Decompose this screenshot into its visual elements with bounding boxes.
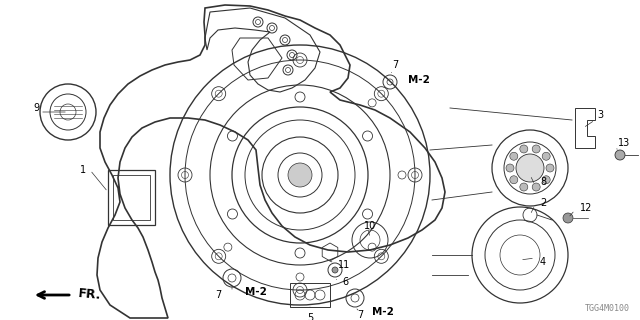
Circle shape (520, 183, 528, 191)
Text: 13: 13 (618, 138, 630, 148)
Text: 9: 9 (34, 103, 40, 113)
Text: 3: 3 (597, 110, 603, 120)
Circle shape (510, 152, 518, 160)
Text: 7: 7 (357, 310, 363, 320)
Circle shape (516, 154, 544, 182)
Text: 4: 4 (540, 257, 546, 267)
Circle shape (332, 267, 338, 273)
Circle shape (532, 145, 540, 153)
Text: 6: 6 (342, 277, 348, 287)
Circle shape (506, 164, 514, 172)
Circle shape (288, 163, 312, 187)
Circle shape (563, 213, 573, 223)
Text: 7: 7 (215, 290, 221, 300)
Text: 11: 11 (338, 260, 350, 270)
Circle shape (542, 176, 550, 184)
Text: 2: 2 (540, 198, 547, 208)
Circle shape (615, 150, 625, 160)
Text: M-2: M-2 (372, 307, 394, 317)
Circle shape (510, 176, 518, 184)
Text: 10: 10 (364, 221, 376, 231)
Circle shape (542, 152, 550, 160)
Text: FR.: FR. (78, 287, 102, 302)
Text: 12: 12 (580, 203, 593, 213)
Text: M-2: M-2 (408, 75, 430, 85)
Text: 8: 8 (540, 177, 546, 187)
Text: 1: 1 (80, 165, 86, 175)
Text: M-2: M-2 (245, 287, 267, 297)
Text: 5: 5 (307, 313, 313, 320)
Text: TGG4M0100: TGG4M0100 (585, 304, 630, 313)
Text: 7: 7 (392, 60, 398, 70)
Circle shape (546, 164, 554, 172)
Circle shape (520, 145, 528, 153)
Circle shape (532, 183, 540, 191)
